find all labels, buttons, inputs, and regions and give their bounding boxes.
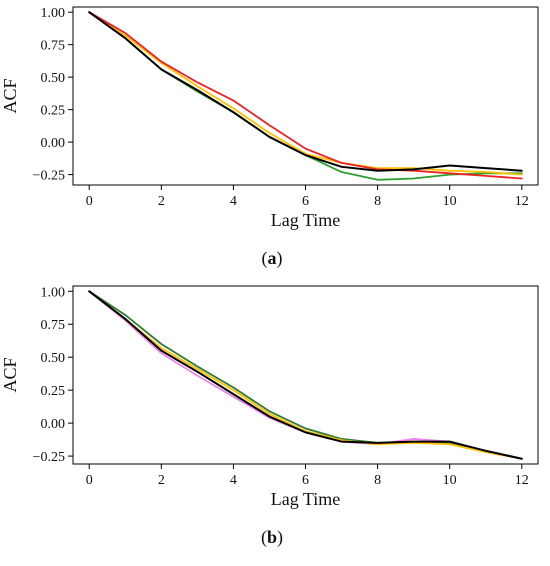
- plot-frame: [72, 285, 539, 465]
- y-tick-label: 0.75: [41, 318, 66, 333]
- series-line-1: [88, 290, 523, 460]
- x-tick-label: 2: [158, 194, 165, 209]
- panel-caption-open: (: [261, 527, 267, 548]
- y-tick-label: 1.00: [41, 6, 66, 21]
- y-tick-label: 1.00: [41, 285, 66, 300]
- y-tick-label: 0.25: [41, 384, 66, 399]
- panel-caption: (a): [262, 248, 283, 269]
- x-tick-label: 10: [443, 473, 457, 488]
- y-axis-title: ACF: [0, 78, 20, 113]
- panel-caption-close: ): [277, 248, 283, 269]
- y-tick-label: −0.25: [33, 450, 65, 465]
- x-tick-label: 2: [158, 473, 165, 488]
- panel-caption-open: (: [262, 248, 268, 269]
- x-tick-label: 0: [86, 194, 93, 209]
- chart-panel-2: 0 2 4 6 8 10 12 −0.25 0.00 0.25 0.50 0.75 1.00 Lag Ti…: [0, 285, 539, 548]
- x-tick-label: 10: [443, 194, 457, 209]
- x-tick-label: 6: [302, 473, 309, 488]
- series-line-4: [88, 11, 523, 172]
- y-tick-label: 0.25: [41, 104, 66, 119]
- series-line-3: [88, 11, 523, 180]
- y-tick-label: 0.00: [41, 417, 66, 432]
- x-tick-label: 4: [230, 473, 237, 488]
- panel-caption: (b): [261, 527, 283, 548]
- panel-caption-letter: a: [268, 248, 277, 268]
- x-axis-title: Lag Time: [271, 489, 341, 509]
- panel-caption-close: ): [277, 527, 283, 548]
- x-tick-label: 4: [230, 194, 237, 209]
- y-tick-label: 0.50: [41, 351, 66, 366]
- chart-panel-1: 0 2 4 6 8 10 12 −0.25 0.00 0.25 0.50 0.75 1.00 Lag Ti…: [0, 6, 539, 269]
- series-line-4: [88, 290, 523, 460]
- x-tick-label: 12: [515, 473, 529, 488]
- x-tick-label: 8: [374, 473, 381, 488]
- plot-frame: [72, 6, 539, 186]
- y-tick-label: 0.00: [41, 136, 66, 151]
- y-tick-label: −0.25: [33, 169, 65, 184]
- x-tick-label: 6: [302, 194, 309, 209]
- series-line-3: [88, 290, 523, 460]
- y-axis-title: ACF: [0, 357, 20, 392]
- series-line-2: [88, 290, 523, 460]
- x-axis-title: Lag Time: [271, 210, 341, 230]
- x-tick-label: 8: [374, 194, 381, 209]
- x-tick-label: 12: [515, 194, 529, 209]
- series-line-2: [88, 11, 523, 176]
- x-tick-label: 0: [86, 473, 93, 488]
- y-tick-label: 0.75: [41, 39, 66, 54]
- panel-caption-letter: b: [267, 527, 277, 547]
- y-tick-label: 0.50: [41, 71, 66, 86]
